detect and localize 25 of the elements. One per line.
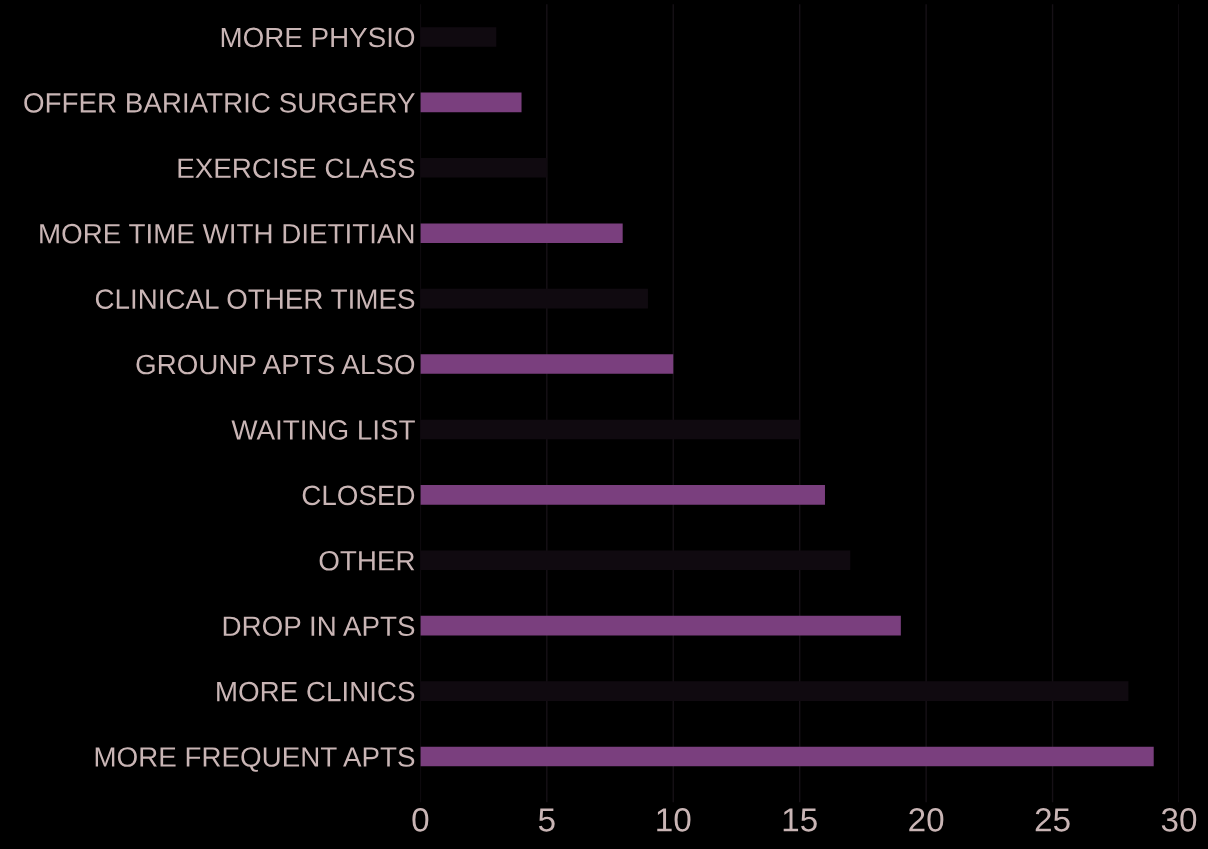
y-tick-label: EXERCISE CLASS [178, 158, 415, 179]
y-tick-label: DROP IN APTS [223, 616, 415, 637]
y-tick-label: WAITING LIST [231, 420, 415, 440]
x-tick-label: 5 [538, 808, 555, 832]
y-tick-label: GROUNP APTS ALSO [136, 354, 415, 375]
bar [420, 485, 825, 505]
x-tick-label: 0 [412, 808, 429, 832]
x-tick-label: 30 [1161, 808, 1197, 832]
bar [420, 354, 674, 374]
y-tick-label: OFFER BARIATRIC SURGERY [24, 93, 415, 113]
y-tick-label: MORE FREQUENT APTS [95, 747, 415, 772]
y-tick-label: MORE CLINICS [217, 681, 415, 702]
y-tick-label: OTHER [319, 550, 415, 571]
x-tick-label: 15 [783, 808, 817, 832]
x-tick-label: 25 [1035, 808, 1070, 832]
bar [420, 746, 1154, 767]
bar [420, 615, 901, 636]
y-tick-label: MORE TIME WITH DIETITIAN [40, 223, 414, 244]
x-tick-label: 10 [657, 808, 691, 832]
bar [420, 223, 623, 244]
x-tick-label: 20 [909, 808, 944, 832]
y-tick-label: CLINICAL OTHER TIMES [95, 289, 415, 309]
bar [420, 92, 522, 113]
y-tick-label: MORE PHYSIO [221, 27, 415, 48]
y-tick-label: CLOSED [302, 485, 415, 506]
